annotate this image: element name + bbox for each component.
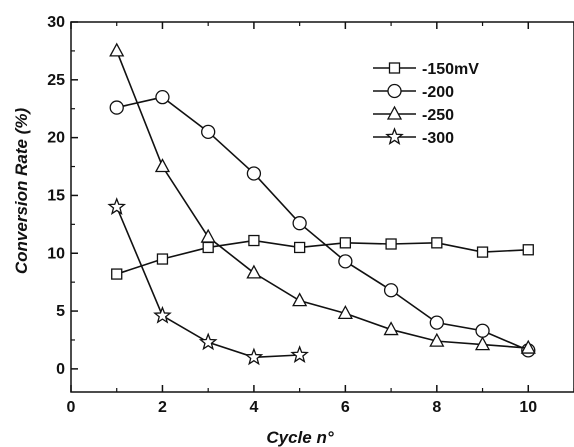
- y-tick-label: 15: [47, 187, 65, 204]
- y-tick-label: 25: [47, 72, 65, 89]
- plot-area: 0 2 4 6 8 10 0 5 10 15 20 25 30 -150mV -200 -250 -300: [47, 14, 574, 416]
- series-2: [109, 90, 536, 358]
- data-point: [200, 228, 216, 243]
- data-point: [522, 244, 534, 256]
- plot-frame: [70, 21, 574, 393]
- data-point: [244, 347, 264, 366]
- legend-marker: [385, 127, 404, 145]
- series-1: [111, 234, 534, 280]
- data-point: [153, 305, 172, 324]
- data-point: [111, 268, 123, 280]
- legend: -150mV -200 -250 -300: [373, 61, 479, 147]
- data-point: [155, 90, 170, 105]
- data-point: [202, 241, 214, 254]
- series-line: [115, 50, 529, 349]
- legend-label: -300: [422, 130, 454, 147]
- data-point: [339, 237, 352, 249]
- x-axis-title: Cycle n°: [266, 428, 333, 447]
- x-tick-label: 2: [158, 399, 167, 416]
- data-point: [290, 345, 309, 363]
- data-point: [476, 246, 489, 258]
- y-tick-label: 20: [47, 130, 65, 147]
- data-point: [107, 197, 127, 215]
- y-tick-label: 10: [47, 245, 65, 262]
- legend-marker: [387, 83, 402, 99]
- series-line: [116, 239, 529, 275]
- x-tick-label: 10: [519, 399, 537, 416]
- series-line: [116, 96, 529, 352]
- data-point: [383, 321, 399, 336]
- data-point: [246, 166, 262, 181]
- data-point: [474, 336, 491, 351]
- y-tick-label: 30: [47, 14, 65, 31]
- data-point: [429, 315, 444, 330]
- data-point: [201, 124, 216, 139]
- data-point: [338, 254, 353, 269]
- legend-label: -250: [422, 107, 454, 124]
- y-tick-label: 0: [56, 361, 65, 378]
- data-point: [431, 237, 443, 249]
- x-tick-label: 8: [432, 399, 441, 416]
- data-point: [475, 323, 490, 338]
- data-point: [292, 216, 307, 231]
- series-4: [107, 197, 309, 366]
- data-point: [292, 292, 308, 307]
- data-point: [337, 305, 353, 320]
- legend-label: -200: [422, 84, 454, 101]
- data-point: [293, 241, 306, 254]
- data-point: [385, 238, 397, 250]
- legend-label: -150mV: [422, 61, 479, 78]
- data-point: [198, 332, 218, 351]
- data-point: [520, 339, 536, 354]
- legend-marker: [388, 62, 401, 74]
- legend-marker: [386, 105, 403, 120]
- y-axis-title: Conversion Rate (%): [12, 108, 31, 275]
- data-point: [109, 100, 124, 115]
- data-point: [109, 42, 125, 57]
- data-point: [248, 234, 260, 247]
- data-point: [429, 332, 445, 347]
- series-3: [109, 42, 536, 354]
- data-point: [156, 253, 169, 265]
- x-tick-label: 0: [67, 399, 76, 416]
- data-point: [154, 158, 171, 173]
- x-tick-label: 6: [341, 399, 350, 416]
- data-point: [383, 283, 399, 298]
- y-tick-label: 5: [56, 303, 65, 320]
- x-tick-label: 4: [249, 399, 258, 416]
- data-point: [246, 264, 262, 279]
